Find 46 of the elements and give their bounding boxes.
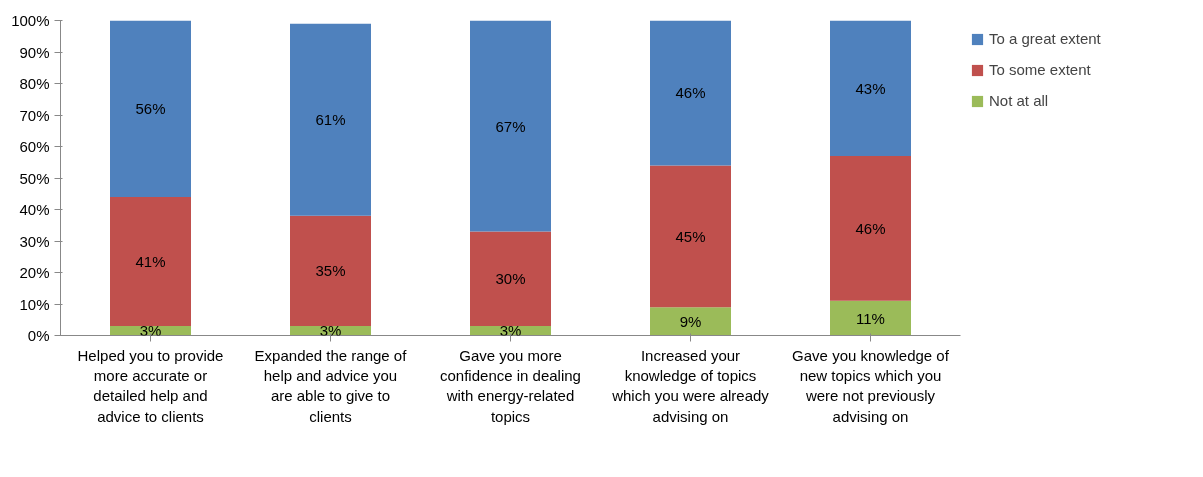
bar	[830, 155, 911, 301]
legend-label: To a great extent	[989, 30, 1101, 47]
bar	[470, 231, 551, 327]
data-label: 61%	[315, 111, 346, 129]
bar	[290, 215, 371, 327]
y-tick-label: 0%	[27, 327, 50, 344]
y-tick-label: 60%	[19, 138, 50, 155]
data-label: 41%	[135, 252, 166, 270]
y-tick-label: 100%	[11, 12, 50, 29]
bar	[290, 23, 371, 216]
y-tick-label: 30%	[19, 232, 50, 250]
data-label: 3%	[319, 322, 342, 340]
y-tick-label: 40%	[19, 201, 50, 218]
y-tick-label: 80%	[19, 75, 50, 92]
data-label: 30%	[495, 270, 526, 288]
bar	[650, 165, 731, 308]
y-tick-label: 50%	[19, 169, 50, 187]
y-tick-label: 90%	[19, 43, 50, 61]
y-tick-label: 20%	[19, 264, 50, 281]
bar	[650, 20, 731, 166]
data-label: 56%	[135, 100, 166, 118]
x-tick-label: Gave you knowledge of new topics which you were not previously advising on	[792, 346, 950, 425]
data-label: 67%	[495, 117, 526, 135]
y-tick-label: 10%	[19, 295, 50, 313]
legend-label: To some extent	[989, 61, 1091, 78]
bar	[830, 300, 911, 336]
data-label: 11%	[856, 309, 885, 327]
bar	[470, 20, 551, 232]
x-tick-label: Increased your knowledge of topics which you were already advising on	[611, 346, 770, 425]
legend-label: Not at all	[989, 92, 1049, 109]
bar	[830, 20, 911, 156]
bar	[110, 20, 191, 197]
data-label: 3%	[139, 322, 162, 340]
x-tick-label: Helped you to provide more accurate or detailed help and advice to clients	[77, 346, 224, 425]
data-label: 46%	[855, 219, 886, 237]
data-label: 46%	[675, 84, 706, 102]
bar	[110, 196, 191, 327]
y-tick-label: 70%	[19, 106, 50, 124]
data-label: 9%	[679, 312, 702, 330]
data-label: 35%	[315, 262, 346, 280]
data-label: 3%	[499, 322, 522, 340]
data-label: 43%	[855, 79, 886, 97]
x-tick-label: Gave you more confidence in dealing with energy-related topics	[440, 346, 581, 425]
bar	[650, 307, 731, 336]
data-label: 45%	[675, 227, 706, 245]
x-tick-label: Expanded the range of help and advice you are able to give to clients	[254, 346, 408, 425]
